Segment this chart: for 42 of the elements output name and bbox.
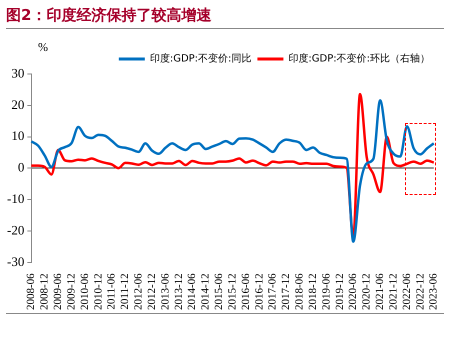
x-tick-label: 2009-12 xyxy=(65,273,78,310)
x-tick-label: 2011-12 xyxy=(119,273,132,310)
x-tick-label: 2014-12 xyxy=(200,273,212,310)
chart-title: 图2：印度经济保持了较高增速 xyxy=(6,6,212,25)
x-tick-label: 2017-06 xyxy=(266,272,279,310)
x-tick-label: 2012-12 xyxy=(146,273,158,310)
x-tick-label: 2016-06 xyxy=(240,272,252,310)
legend-label: 印度:GDP:不变价:环比（右轴） xyxy=(288,52,430,65)
x-tick-label: 2010-12 xyxy=(92,273,104,310)
x-tick-label: 2019-06 xyxy=(320,272,332,310)
x-tick-label: 2015-12 xyxy=(226,273,238,310)
y-tick-label: 0 xyxy=(18,160,24,175)
y-axis-title: % xyxy=(38,40,48,55)
legend-label: 印度:GDP:不变价:同比 xyxy=(150,52,252,65)
y-tick-label: -30 xyxy=(6,254,24,269)
x-tick-label: 2022-06 xyxy=(400,272,413,310)
x-tick-label: 2015-06 xyxy=(213,272,226,310)
x-tick-label: 2009-06 xyxy=(52,272,64,310)
x-tick-label: 2011-06 xyxy=(106,272,118,310)
y-tick-label: 10 xyxy=(11,128,24,144)
x-tick-label: 2008-12 xyxy=(38,273,51,310)
x-tick-label: 2017-12 xyxy=(280,273,292,310)
x-tick-label: 2019-12 xyxy=(334,273,346,310)
x-tick-label: 2013-12 xyxy=(172,273,185,310)
x-tick-label: 2012-06 xyxy=(132,272,145,310)
x-tick-label: 2018-12 xyxy=(306,273,319,310)
x-tick-label: 2008-06 xyxy=(25,272,38,310)
x-tick-label: 2014-06 xyxy=(186,272,198,310)
y-tick-label: -20 xyxy=(6,222,24,238)
y-tick-label: 30 xyxy=(11,65,24,80)
x-tick-label: 2013-06 xyxy=(159,272,172,310)
x-tick-label: 2020-06 xyxy=(347,272,360,310)
x-tick-label: 2023-06 xyxy=(428,272,440,310)
x-tick-label: 2021-06 xyxy=(374,272,386,310)
x-tick-label: 2022-12 xyxy=(414,273,426,310)
y-tick-label: -10 xyxy=(6,190,24,206)
x-tick-label: 2010-06 xyxy=(78,272,91,310)
x-tick-label: 2021-12 xyxy=(387,273,400,310)
x-tick-label: 2016-12 xyxy=(253,273,266,310)
y-tick-label: 20 xyxy=(11,96,24,112)
x-tick-label: 2020-12 xyxy=(360,273,373,310)
x-tick-label: 2018-06 xyxy=(294,272,306,310)
